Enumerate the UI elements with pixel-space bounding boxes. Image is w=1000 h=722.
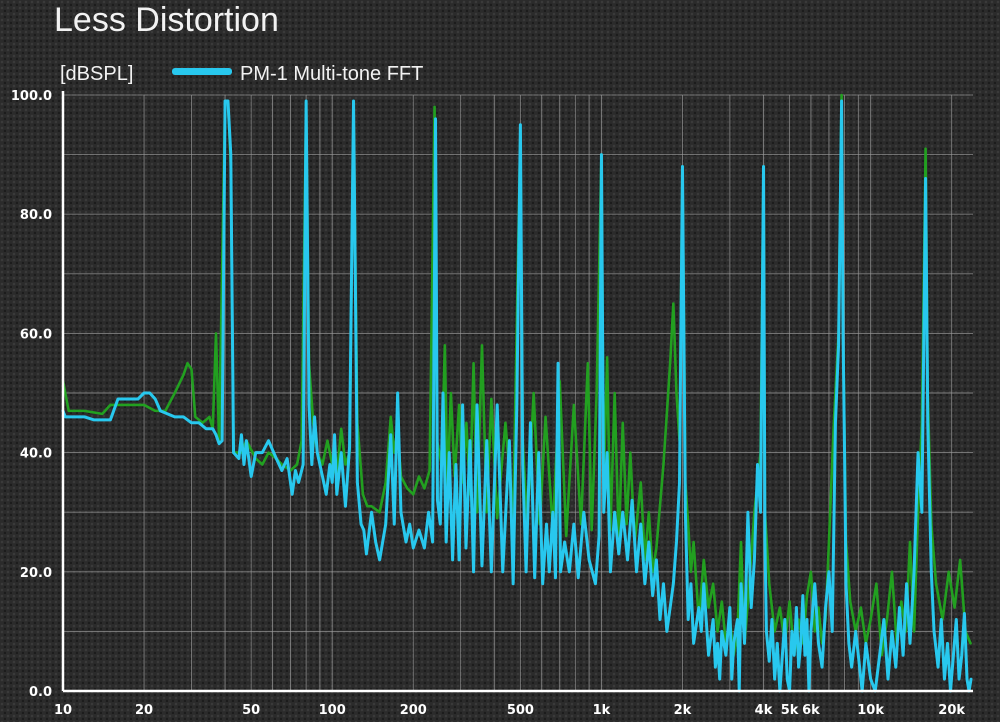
x-tick-label: 200 (400, 703, 427, 718)
y-tick-labels: 0.0 20.0 40.0 60.0 80.0 100.0 (11, 89, 52, 700)
y-tick-label: 80.0 (20, 208, 52, 223)
series-group (61, 93, 973, 693)
legend-label-pm1: PM-1 Multi-tone FFT (240, 63, 423, 85)
legend: PM-1 Multi-tone FFT (172, 63, 423, 85)
y-tick-label: 60.0 (20, 327, 52, 342)
x-tick-label: 50 (242, 703, 260, 718)
x-tick-label: 500 (507, 703, 534, 718)
x-tick-label: 20 (135, 703, 153, 718)
legend-swatch-pm1 (172, 68, 232, 75)
x-tick-label: 4k (755, 703, 773, 718)
x-tick-label: 6k (802, 703, 820, 718)
x-tick-label: 20k (938, 703, 965, 718)
x-tick-label: 100 (319, 703, 346, 718)
x-tick-label: 10k (857, 703, 884, 718)
y-tick-label: 40.0 (20, 447, 52, 462)
y-tick-label: 0.0 (29, 685, 52, 700)
axes (61, 91, 973, 693)
y-tick-label: 100.0 (11, 89, 52, 104)
y-tick-label: 20.0 (20, 566, 52, 581)
series-line-pm1 (61, 99, 973, 693)
chart-title: Less Distortion (54, 1, 279, 39)
x-tick-label: 1k (593, 703, 611, 718)
y-axis-unit-label: [dBSPL] (60, 63, 133, 85)
x-tick-label: 5k (781, 703, 799, 718)
x-tick-labels: 10 20 50 100 200 500 1k 2k 4k 5k 6k 10k 20k (54, 703, 965, 718)
x-tick-label: 10 (54, 703, 72, 718)
x-tick-label: 2k (674, 703, 692, 718)
